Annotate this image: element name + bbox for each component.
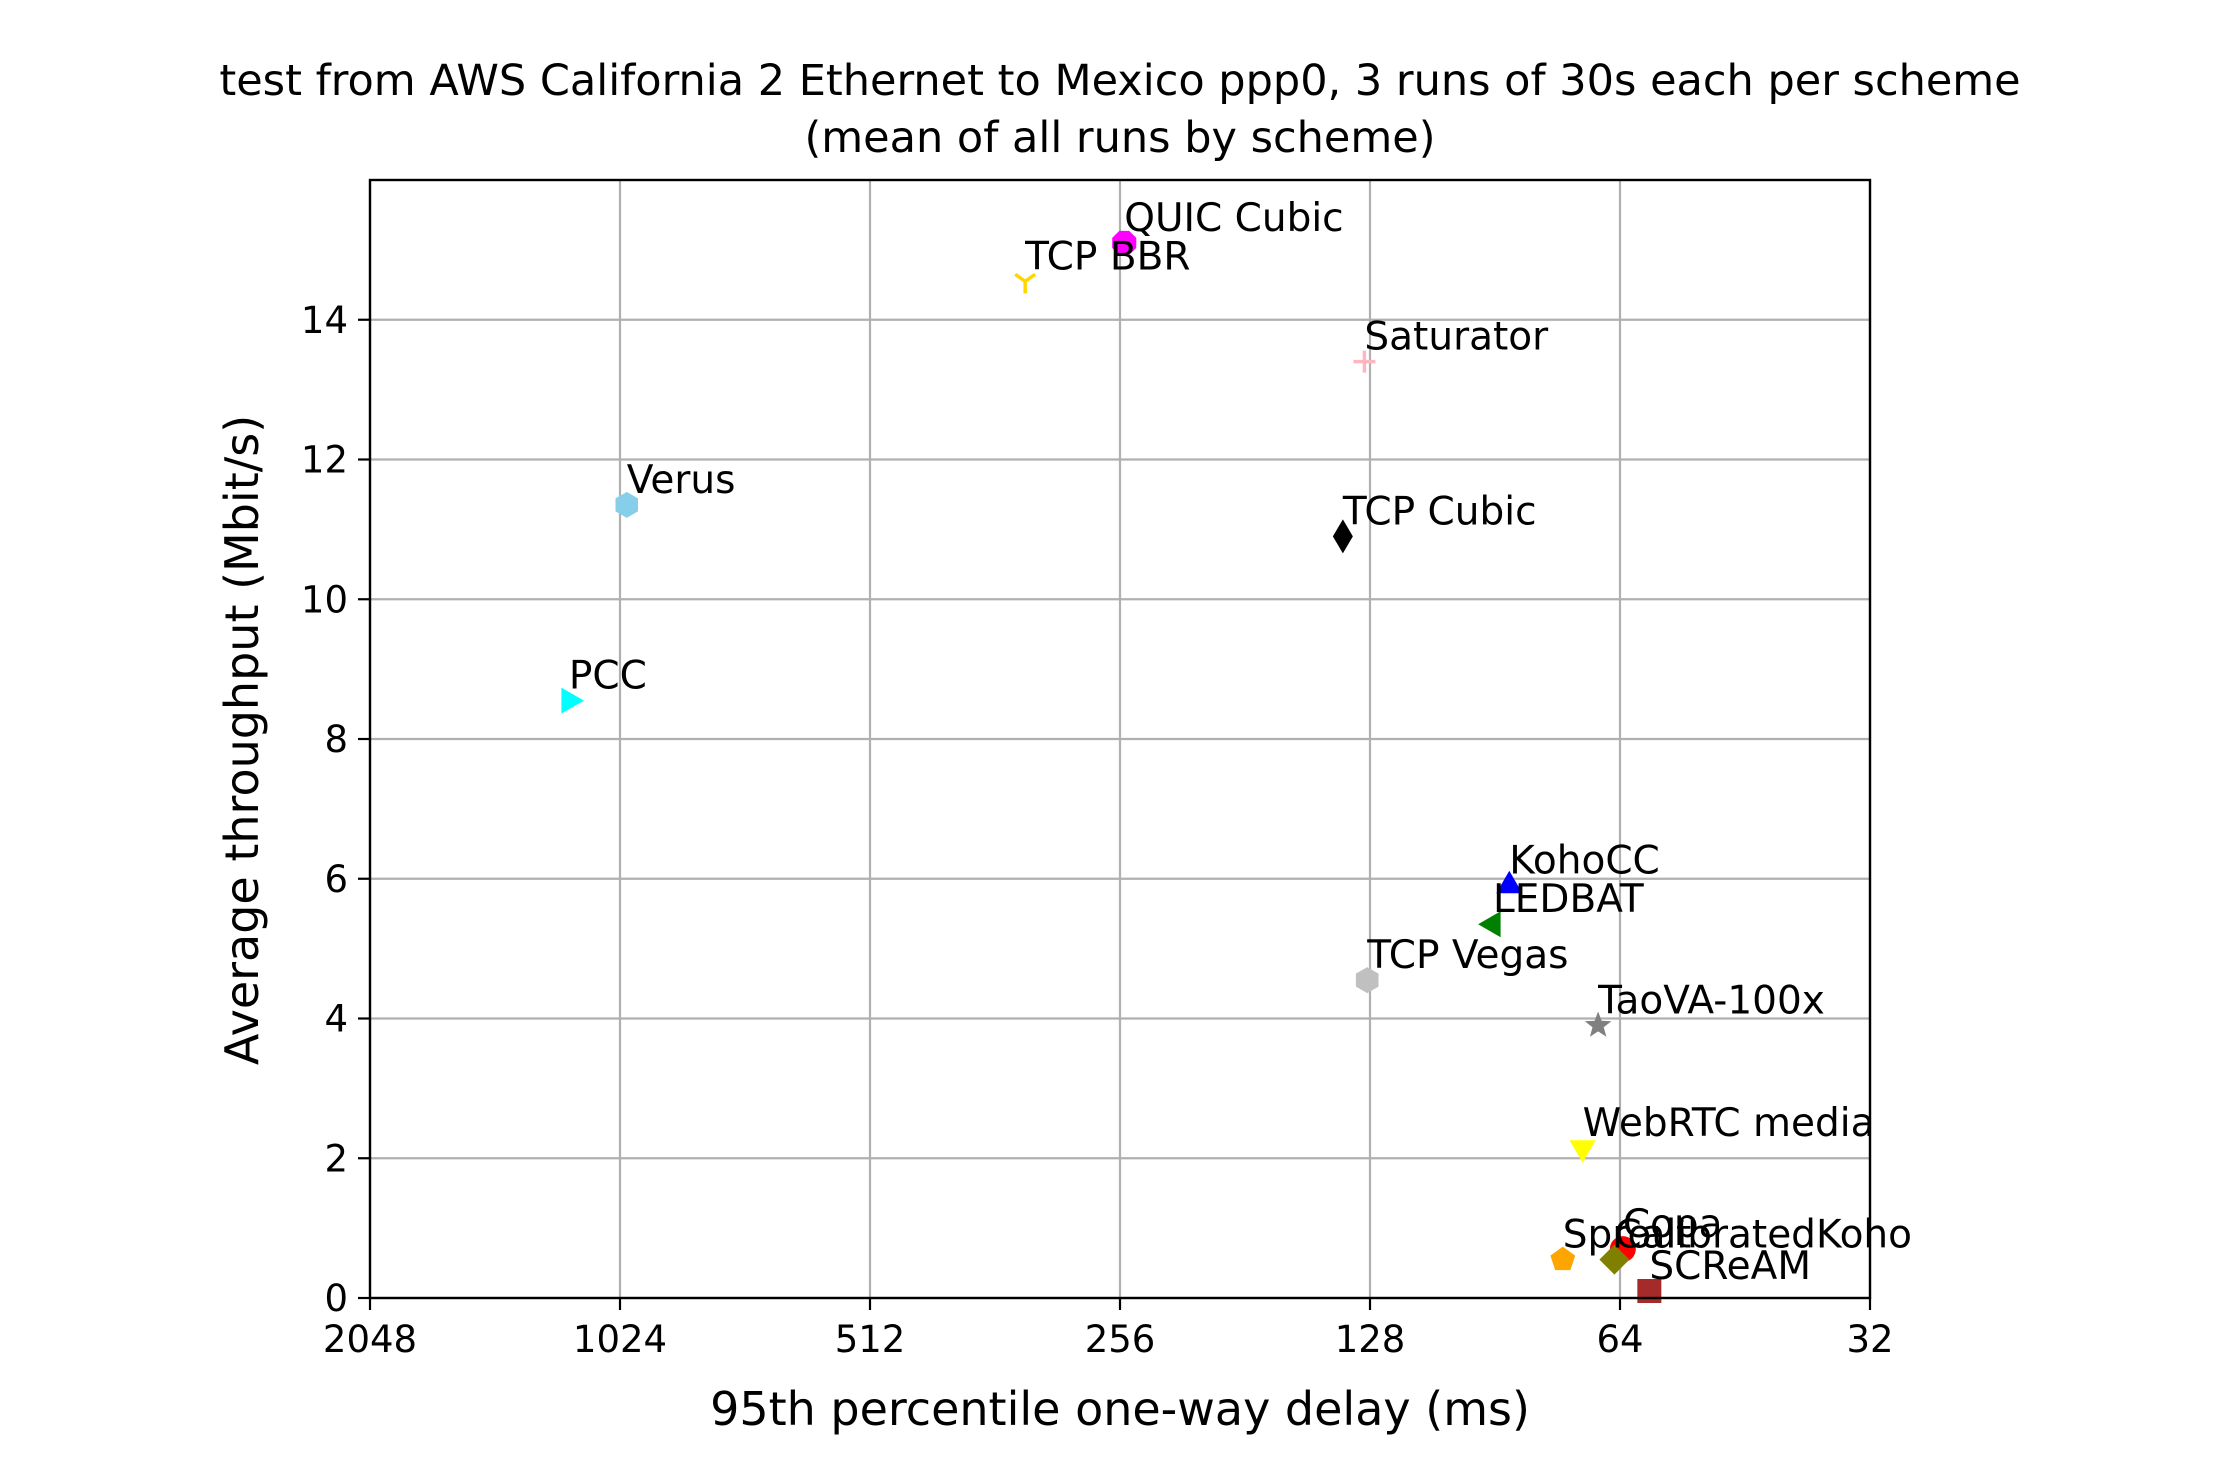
point-sprout <box>1550 1246 1576 1271</box>
label-tcp-vegas: TCP Vegas <box>1366 933 1568 978</box>
label-sprout: Sprout <box>1563 1213 1692 1258</box>
label-ledbat: LEDBAT <box>1493 877 1644 922</box>
x-tick-label: 128 <box>1335 1318 1406 1361</box>
label-taova-100x: TaoVA-100x <box>1597 978 1825 1023</box>
x-tick-label: 32 <box>1846 1318 1893 1361</box>
label-saturator: Saturator <box>1364 315 1549 360</box>
y-tick-label: 14 <box>301 299 348 342</box>
axis-ticks: 2048 1024 512 256 128 64 32 0 2 4 6 8 10 12 14 <box>301 299 1894 1361</box>
data-points <box>561 230 1662 1304</box>
label-kohocc: KohoCC <box>1509 839 1660 884</box>
label-copa: Copa <box>1623 1202 1723 1247</box>
point-quic-cubic <box>1112 230 1137 255</box>
y-tick-label: 12 <box>301 439 348 482</box>
label-tcp-bbr: TCP BBR <box>1024 234 1190 279</box>
point-tcp-bbr <box>1014 272 1037 294</box>
y-tick-label: 6 <box>324 858 348 901</box>
chart-subtitle: (mean of all runs by scheme) <box>805 113 1436 163</box>
y-tick-label: 8 <box>324 718 348 761</box>
x-tick-label: 1024 <box>573 1318 667 1361</box>
y-tick-label: 4 <box>324 998 348 1041</box>
chart-title: test from AWS California 2 Ethernet to M… <box>219 56 2020 106</box>
point-pcc <box>561 687 584 714</box>
point-tcp-cubic <box>1332 519 1353 554</box>
label-verus: Verus <box>627 458 736 503</box>
x-tick-label: 2048 <box>323 1318 417 1361</box>
point-saturator <box>1353 350 1376 373</box>
x-axis-label: 95th percentile one-way delay (ms) <box>710 1382 1530 1436</box>
grid-lines <box>368 180 1872 1300</box>
x-tick-label: 256 <box>1085 1318 1156 1361</box>
x-tick-label: 512 <box>835 1318 906 1361</box>
point-verus <box>615 491 638 518</box>
plot-frame <box>368 178 1872 1300</box>
label-pcc: PCC <box>569 654 647 699</box>
label-webrtc-media: WebRTC media <box>1583 1101 1875 1146</box>
x-tick-label: 64 <box>1596 1318 1643 1361</box>
label-tcp-cubic: TCP Cubic <box>1342 489 1537 534</box>
label-quic-cubic: QUIC Cubic <box>1124 196 1343 241</box>
y-tick-label: 10 <box>301 578 348 621</box>
label-calibratedkoho: CalibratedKoho <box>1614 1213 1912 1258</box>
point-webrtc-media <box>1569 1140 1596 1163</box>
y-tick-label: 2 <box>324 1137 348 1180</box>
y-axis-label: Average throughput (Mbit/s) <box>215 415 269 1065</box>
y-tick-label: 0 <box>324 1277 348 1320</box>
point-kohocc <box>1496 870 1523 894</box>
point-tcp-vegas <box>1355 967 1379 994</box>
label-scream: SCReAM <box>1649 1244 1811 1289</box>
point-taova-100x <box>1584 1011 1612 1037</box>
point-calibratedkoho <box>1599 1244 1630 1275</box>
point-ledbat <box>1478 911 1501 938</box>
